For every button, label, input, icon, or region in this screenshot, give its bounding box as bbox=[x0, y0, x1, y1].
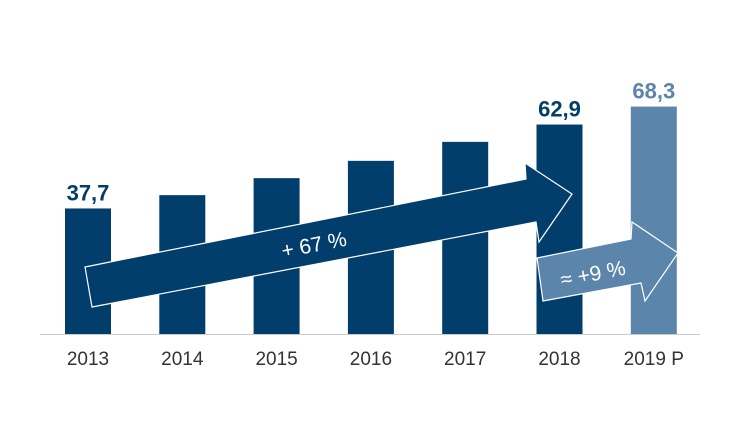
data-label: 37,7 bbox=[67, 180, 110, 205]
data-label: 68,3 bbox=[632, 79, 675, 104]
bar-2019-p bbox=[630, 106, 677, 334]
growth-arrow-2013-2018 bbox=[84, 161, 573, 308]
growth-arrow-2018-2019 bbox=[536, 220, 679, 303]
x-tick-label: 2013 bbox=[67, 349, 109, 370]
data-label: 62,9 bbox=[538, 97, 581, 122]
x-tick-label: 2017 bbox=[444, 349, 486, 370]
x-tick-label: 2015 bbox=[255, 349, 297, 370]
x-tick-label: 2019 P bbox=[624, 349, 684, 370]
x-tick-label: 2018 bbox=[538, 349, 580, 370]
x-tick-label: 2016 bbox=[350, 349, 392, 370]
x-tick-label: 2014 bbox=[161, 349, 204, 370]
